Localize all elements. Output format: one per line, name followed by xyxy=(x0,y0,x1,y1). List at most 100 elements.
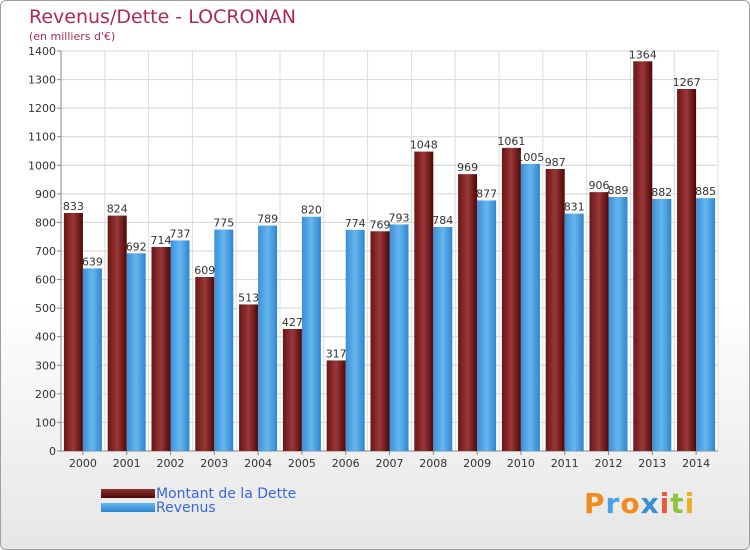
bar-dette xyxy=(195,277,215,451)
bar-revenus xyxy=(564,213,584,451)
bar-dette xyxy=(414,151,434,452)
bar-dette xyxy=(501,147,521,451)
bar-dette xyxy=(282,329,302,451)
bar-dette xyxy=(63,213,83,451)
data-label: 906 xyxy=(589,179,610,192)
y-tick-label: 300 xyxy=(35,359,56,372)
bar-dette xyxy=(370,231,390,451)
chart-subtitle: (en milliers d'€) xyxy=(29,30,116,43)
y-tick-label: 1400 xyxy=(28,45,56,58)
y-tick-label: 900 xyxy=(35,188,56,201)
x-tick-label: 2000 xyxy=(69,457,97,470)
data-label: 793 xyxy=(389,211,410,224)
bar-dette xyxy=(151,247,171,451)
x-tick-label: 2004 xyxy=(244,457,272,470)
data-label: 513 xyxy=(238,291,259,304)
x-tick-label: 2005 xyxy=(288,457,316,470)
x-tick-label: 2008 xyxy=(419,457,447,470)
data-label: 1364 xyxy=(629,48,657,61)
data-label: 882 xyxy=(651,186,672,199)
x-tick-label: 2014 xyxy=(682,457,710,470)
x-tick-label: 2012 xyxy=(595,457,623,470)
data-label: 1005 xyxy=(516,151,544,164)
bar-revenus xyxy=(433,227,453,451)
bar-dette xyxy=(239,304,259,451)
legend-label-revenus: Revenus xyxy=(156,500,216,516)
x-tick-label: 2003 xyxy=(200,457,228,470)
data-label: 775 xyxy=(213,217,234,230)
bar-revenus xyxy=(258,225,278,451)
data-label: 824 xyxy=(107,203,128,216)
data-label: 1061 xyxy=(497,135,525,148)
y-tick-label: 1100 xyxy=(28,131,56,144)
x-tick-label: 2013 xyxy=(638,457,666,470)
legend-label-dette: Montant de la Dette xyxy=(156,486,297,502)
bar-dette xyxy=(633,61,653,452)
data-label: 769 xyxy=(370,218,391,231)
data-label: 877 xyxy=(476,187,497,200)
y-tick-label: 800 xyxy=(35,216,56,229)
bar-revenus xyxy=(82,268,102,451)
data-label: 784 xyxy=(432,214,453,227)
data-label: 609 xyxy=(194,264,215,277)
x-tick-label: 2002 xyxy=(157,457,185,470)
data-label: 885 xyxy=(695,185,716,198)
data-label: 820 xyxy=(301,204,322,217)
bars xyxy=(63,61,716,452)
data-label: 317 xyxy=(326,347,347,360)
x-tick-label: 2009 xyxy=(463,457,491,470)
bar-revenus xyxy=(345,229,365,451)
axes: 0 100 200 300 400 500 600 700 800 900 1000 1100 1200… xyxy=(28,45,718,470)
bar-revenus xyxy=(696,198,716,451)
data-label: 714 xyxy=(151,234,172,247)
data-label: 639 xyxy=(82,255,103,268)
bar-revenus xyxy=(170,240,190,451)
bar-dette xyxy=(458,174,478,451)
bar-revenus xyxy=(301,216,321,451)
y-tick-label: 100 xyxy=(35,416,56,429)
legend-swatch-dette xyxy=(101,489,155,498)
bar-revenus xyxy=(652,199,672,451)
legend-swatches xyxy=(101,489,155,512)
data-label: 1267 xyxy=(673,76,701,89)
bar-revenus xyxy=(477,200,497,451)
y-tick-label: 1200 xyxy=(28,102,56,115)
data-label: 427 xyxy=(282,316,303,329)
bar-revenus xyxy=(214,229,234,451)
y-tick-label: 700 xyxy=(35,245,56,258)
y-tick-label: 400 xyxy=(35,331,56,344)
x-tick-label: 2007 xyxy=(376,457,404,470)
bar-dette xyxy=(326,360,346,451)
y-tick-label: 1300 xyxy=(28,74,56,87)
chart-title: Revenus/Dette - LOCRONAN xyxy=(29,6,296,28)
bar-dette xyxy=(677,89,697,451)
bar-dette xyxy=(545,169,565,451)
bar-dette xyxy=(107,215,127,451)
x-tick-label: 2011 xyxy=(551,457,579,470)
x-tick-label: 2010 xyxy=(507,457,535,470)
bar-revenus xyxy=(520,163,540,451)
y-tick-label: 600 xyxy=(35,274,56,287)
y-tick-label: 500 xyxy=(35,302,56,315)
data-label: 833 xyxy=(63,200,84,213)
bar-revenus xyxy=(126,253,146,451)
y-tick-label: 200 xyxy=(35,388,56,401)
x-tick-label: 2006 xyxy=(332,457,360,470)
bar-revenus xyxy=(389,224,409,451)
data-label: 789 xyxy=(257,213,278,226)
data-label: 831 xyxy=(564,201,585,214)
proxiti-logo: Proxiti xyxy=(584,487,696,520)
bar-dette xyxy=(589,192,609,451)
data-label: 987 xyxy=(545,156,566,169)
data-label: 737 xyxy=(170,227,191,240)
data-label: 692 xyxy=(126,240,147,253)
y-tick-label: 0 xyxy=(49,445,56,458)
data-label: 1048 xyxy=(410,139,438,152)
data-label: 969 xyxy=(457,161,478,174)
y-tick-label: 1000 xyxy=(28,159,56,172)
x-tick-label: 2001 xyxy=(113,457,141,470)
legend-swatch-revenus xyxy=(101,503,155,512)
